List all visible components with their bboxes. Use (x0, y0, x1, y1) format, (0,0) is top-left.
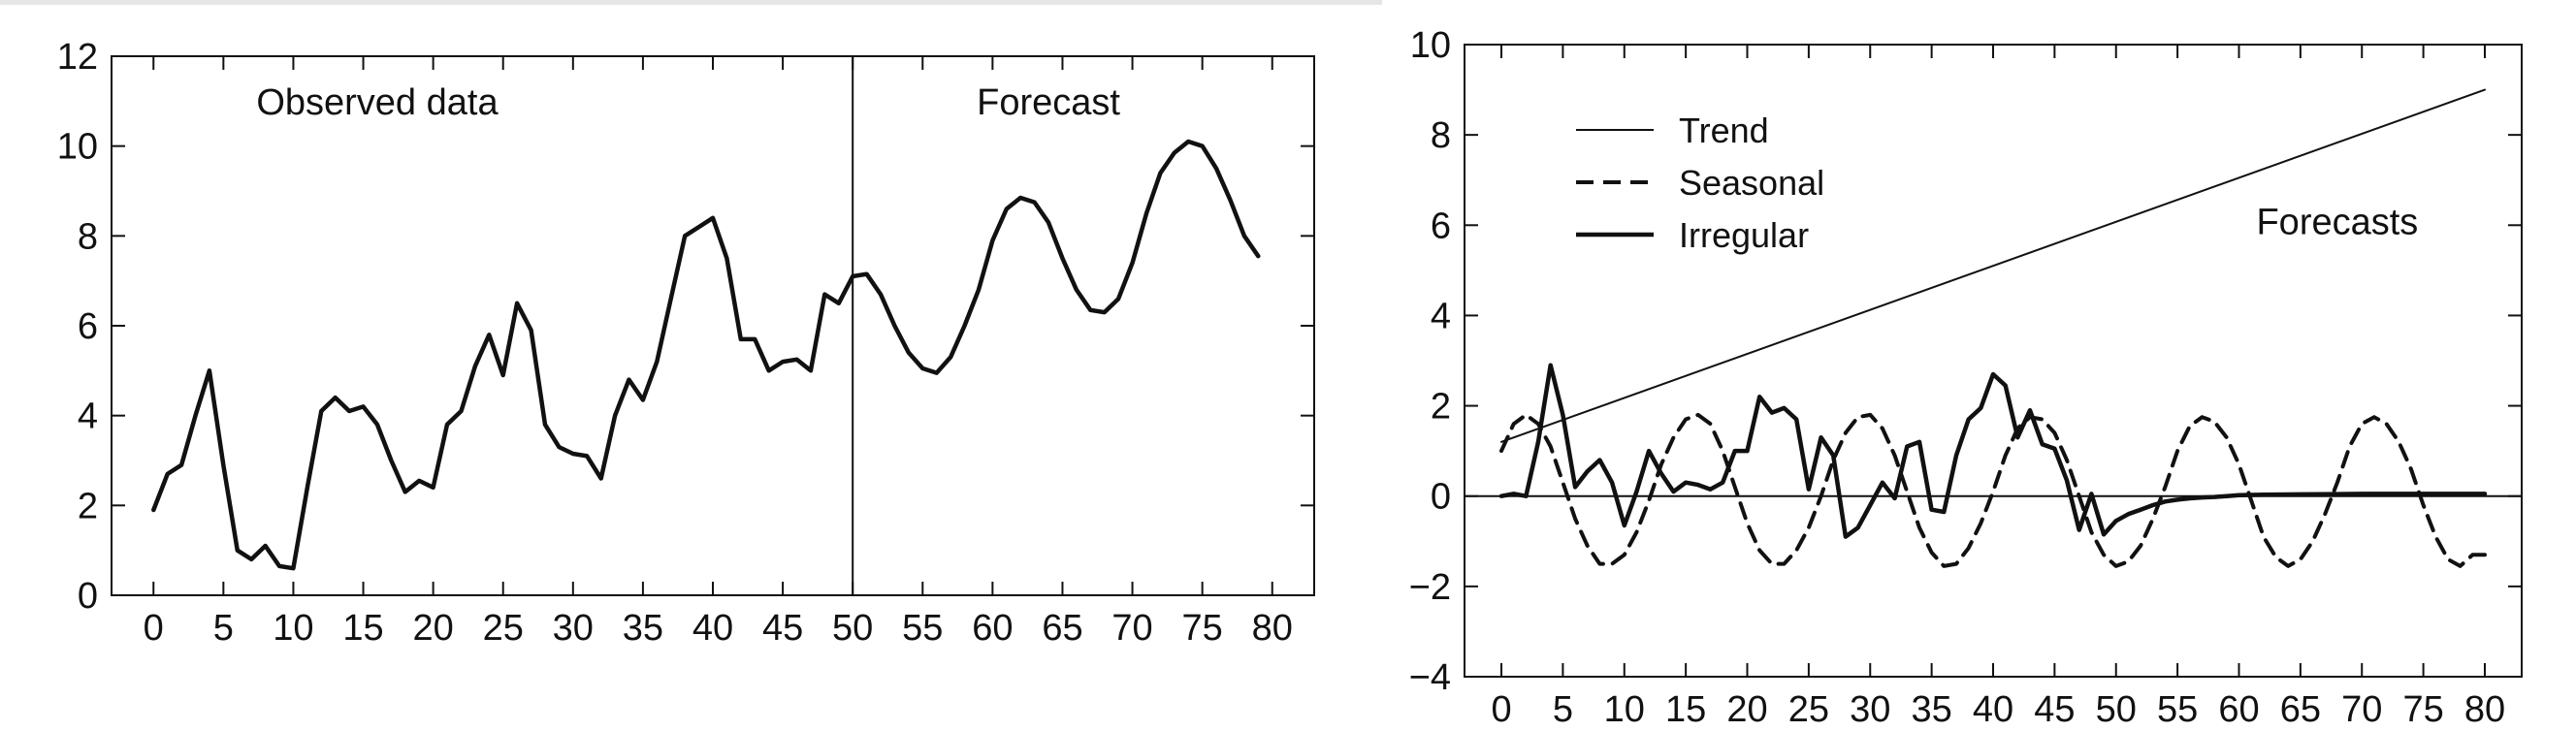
x-tick-label: 45 (762, 608, 803, 649)
x-tick-label: 75 (2402, 689, 2443, 730)
x-tick-label: 10 (1604, 689, 1645, 730)
x-tick-label: 15 (1665, 689, 1706, 730)
x-tick-label: 0 (144, 608, 164, 649)
y-tick-label: 12 (57, 37, 98, 78)
series-line-irregular (1498, 363, 2488, 539)
series-line-trend (1500, 88, 2486, 443)
x-tick-label: 40 (692, 608, 733, 649)
annotation-label: Forecast (977, 82, 1120, 123)
series-line-seasonal (1499, 412, 2487, 568)
y-tick-label: 0 (1431, 477, 1451, 518)
y-tick-label: −4 (1409, 657, 1451, 698)
x-tick-label: 25 (483, 608, 524, 649)
legend-label-seasonal: Seasonal (1679, 163, 1824, 203)
y-tick-label: 10 (57, 127, 98, 168)
x-tick-label: 15 (342, 608, 383, 649)
x-tick-label: 75 (1182, 608, 1223, 649)
x-tick-label: 35 (623, 608, 663, 649)
legend-label-irregular: Irregular (1679, 215, 1809, 255)
annotation-label: Observed data (256, 82, 499, 123)
plot-frame (111, 55, 1315, 596)
plot-frame (1464, 44, 2523, 678)
x-tick-label: 0 (1491, 689, 1511, 730)
x-tick-label: 35 (1911, 689, 1951, 730)
top-divider (0, 0, 1382, 5)
x-tick-label: 50 (2096, 689, 2137, 730)
x-tick-label: 65 (1042, 608, 1082, 649)
x-tick-label: 25 (1788, 689, 1829, 730)
y-tick-label: 6 (1431, 206, 1451, 246)
series-line (151, 139, 1261, 571)
chart-components-decomposition: 0 5 10 15 20 25 30 35 40 45 50 55 60 65 70 75 80 −4 −2 0 2 4 6… (1409, 25, 2523, 730)
x-tick-label: 80 (2464, 689, 2505, 730)
x-tick-label: 5 (213, 608, 234, 649)
x-tick-label: 55 (2157, 689, 2198, 730)
x-tick-label: 40 (1973, 689, 2013, 730)
x-tick-label: 20 (412, 608, 453, 649)
chart-observed-forecast: 0 5 10 15 20 25 30 35 40 45 50 55 60 65 70 75 80 0 2 4 6 8 10 1… (57, 37, 1315, 649)
x-tick-label: 60 (972, 608, 1013, 649)
y-tick-label: 2 (1431, 387, 1451, 428)
x-tick-label: 5 (1553, 689, 1573, 730)
x-tick-label: 70 (2341, 689, 2382, 730)
y-tick-label: −2 (1409, 567, 1451, 608)
y-tick-label: 6 (78, 306, 98, 347)
x-tick-label: 55 (902, 608, 943, 649)
x-tick-label: 65 (2280, 689, 2321, 730)
x-tick-label: 60 (2218, 689, 2259, 730)
annotation-label: Forecasts (2256, 203, 2418, 243)
x-tick-label: 30 (553, 608, 594, 649)
x-tick-label: 10 (273, 608, 313, 649)
legend-label-trend: Trend (1679, 111, 1769, 150)
x-tick-label: 70 (1111, 608, 1152, 649)
x-tick-label: 80 (1252, 608, 1293, 649)
x-tick-label: 45 (2034, 689, 2075, 730)
y-tick-label: 0 (78, 576, 98, 617)
y-tick-label: 2 (78, 486, 98, 526)
y-tick-label: 4 (1431, 296, 1451, 336)
x-tick-label: 20 (1726, 689, 1767, 730)
x-tick-label: 50 (832, 608, 873, 649)
y-tick-label: 8 (1431, 115, 1451, 156)
y-tick-label: 10 (1410, 25, 1451, 66)
x-tick-label: 30 (1850, 689, 1890, 730)
y-tick-label: 8 (78, 216, 98, 257)
y-tick-label: 4 (78, 397, 98, 437)
